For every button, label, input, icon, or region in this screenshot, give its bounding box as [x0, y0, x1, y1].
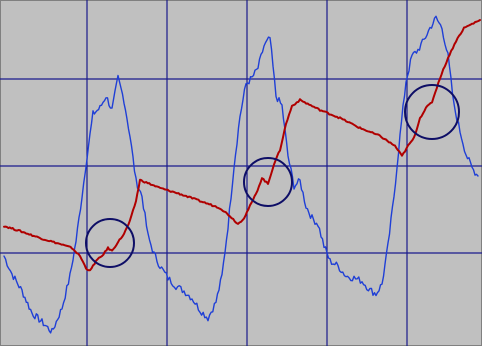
series-layer	[3, 15, 481, 334]
blue-signal-line	[3, 15, 479, 334]
annotation-layer	[85, 84, 460, 268]
highlight-circle-1	[85, 218, 135, 268]
red-signal-line	[3, 19, 481, 272]
highlight-circle-2	[243, 157, 293, 207]
highlight-circle-3	[404, 84, 460, 140]
